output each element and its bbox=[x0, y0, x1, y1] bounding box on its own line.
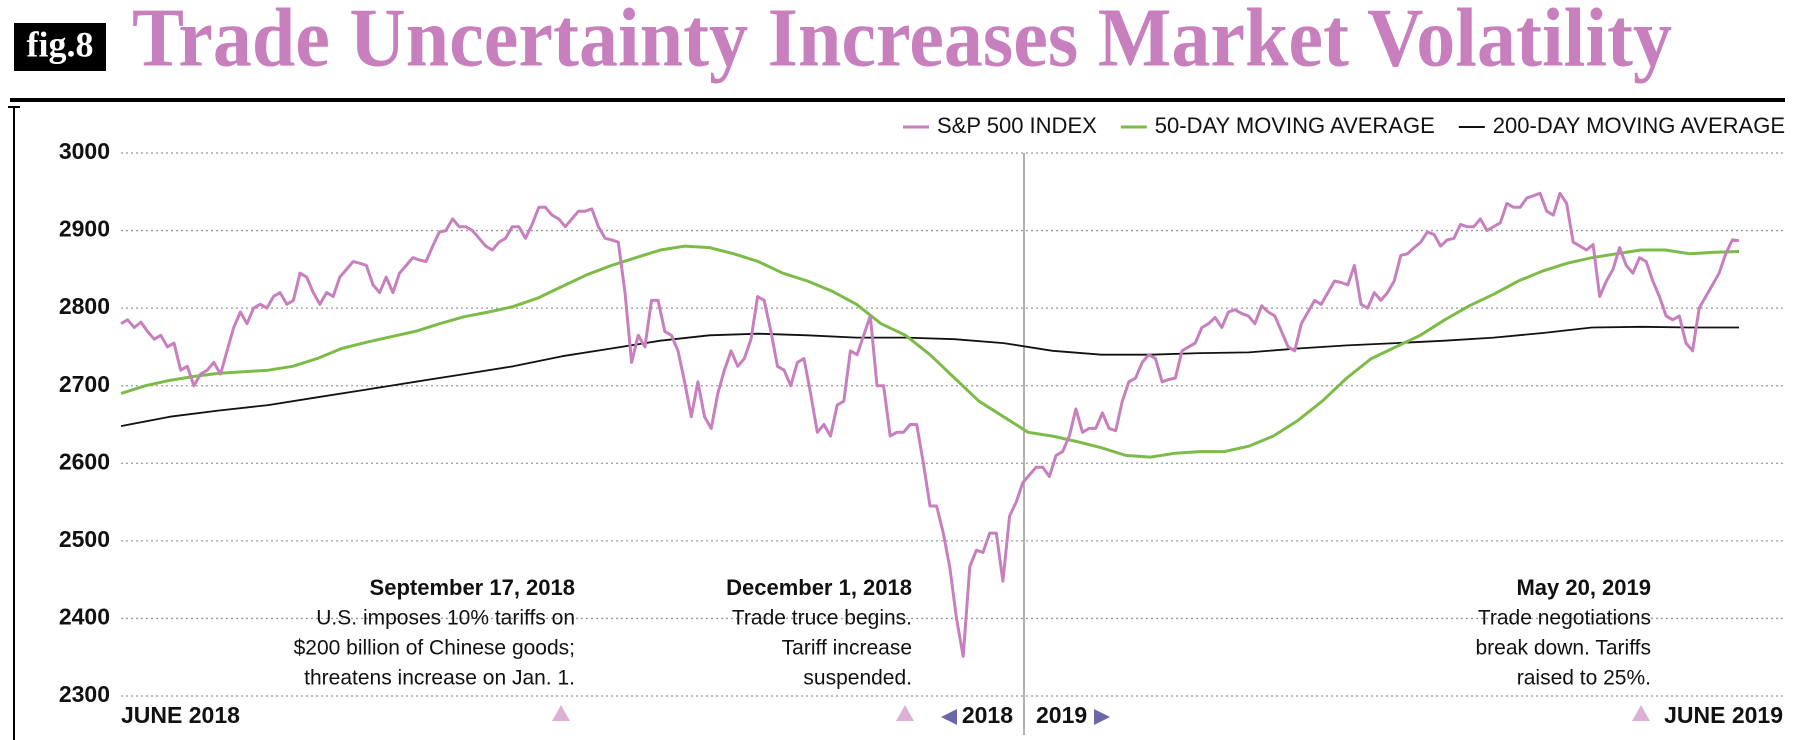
x-end-label: JUNE 2019 bbox=[1664, 702, 1783, 728]
y-tick-label: 2400 bbox=[59, 604, 110, 630]
y-tick-label: 2300 bbox=[59, 681, 110, 707]
annotation-text: break down. Tariffs bbox=[1476, 637, 1652, 660]
annotation-date: December 1, 2018 bbox=[726, 575, 912, 600]
y-tick-label: 2900 bbox=[59, 216, 110, 242]
figure-badge bbox=[14, 23, 106, 71]
x-start-label: JUNE 2018 bbox=[121, 702, 240, 728]
legend-label: 200-DAY MOVING AVERAGE bbox=[1493, 113, 1785, 138]
y-tick-label: 2500 bbox=[59, 526, 110, 552]
year-left-label: 2018 bbox=[962, 702, 1013, 728]
year-right-label: 2019 bbox=[1036, 702, 1087, 728]
legend-label: 50-DAY MOVING AVERAGE bbox=[1155, 113, 1435, 138]
annotation-text: Trade negotiations bbox=[1478, 607, 1651, 630]
annotation-date: May 20, 2019 bbox=[1516, 575, 1651, 600]
annotation-marker bbox=[896, 705, 914, 721]
annotation-text: raised to 25%. bbox=[1517, 667, 1651, 690]
annotation-text: $200 billion of Chinese goods; bbox=[294, 637, 575, 660]
annotation-marker bbox=[552, 705, 570, 721]
annotation-text: Trade truce begins. bbox=[732, 607, 912, 630]
figure-label: fig.8 bbox=[27, 24, 94, 64]
series-line bbox=[120, 325, 1739, 427]
y-tick-label: 2600 bbox=[59, 448, 110, 474]
y-tick-label: 2800 bbox=[59, 293, 110, 319]
arrow-right bbox=[1094, 709, 1110, 725]
y-tick-label: 3000 bbox=[59, 138, 110, 164]
annotation-date: September 17, 2018 bbox=[370, 575, 575, 600]
series-line bbox=[120, 191, 1740, 658]
chart-title: Trade Uncertainty Increases Market Volat… bbox=[132, 0, 1672, 84]
annotation-marker bbox=[1632, 705, 1650, 721]
annotation-text: U.S. imposes 10% tariffs on bbox=[316, 607, 575, 630]
y-tick-label: 2700 bbox=[59, 371, 110, 397]
legend-label: S&P 500 INDEX bbox=[937, 113, 1097, 138]
annotation-text: suspended. bbox=[803, 667, 912, 690]
series-line bbox=[120, 244, 1740, 459]
arrow-left bbox=[941, 709, 957, 725]
annotation-text: threatens increase on Jan. 1. bbox=[304, 667, 575, 690]
annotation-text: Tariff increase bbox=[782, 637, 912, 660]
